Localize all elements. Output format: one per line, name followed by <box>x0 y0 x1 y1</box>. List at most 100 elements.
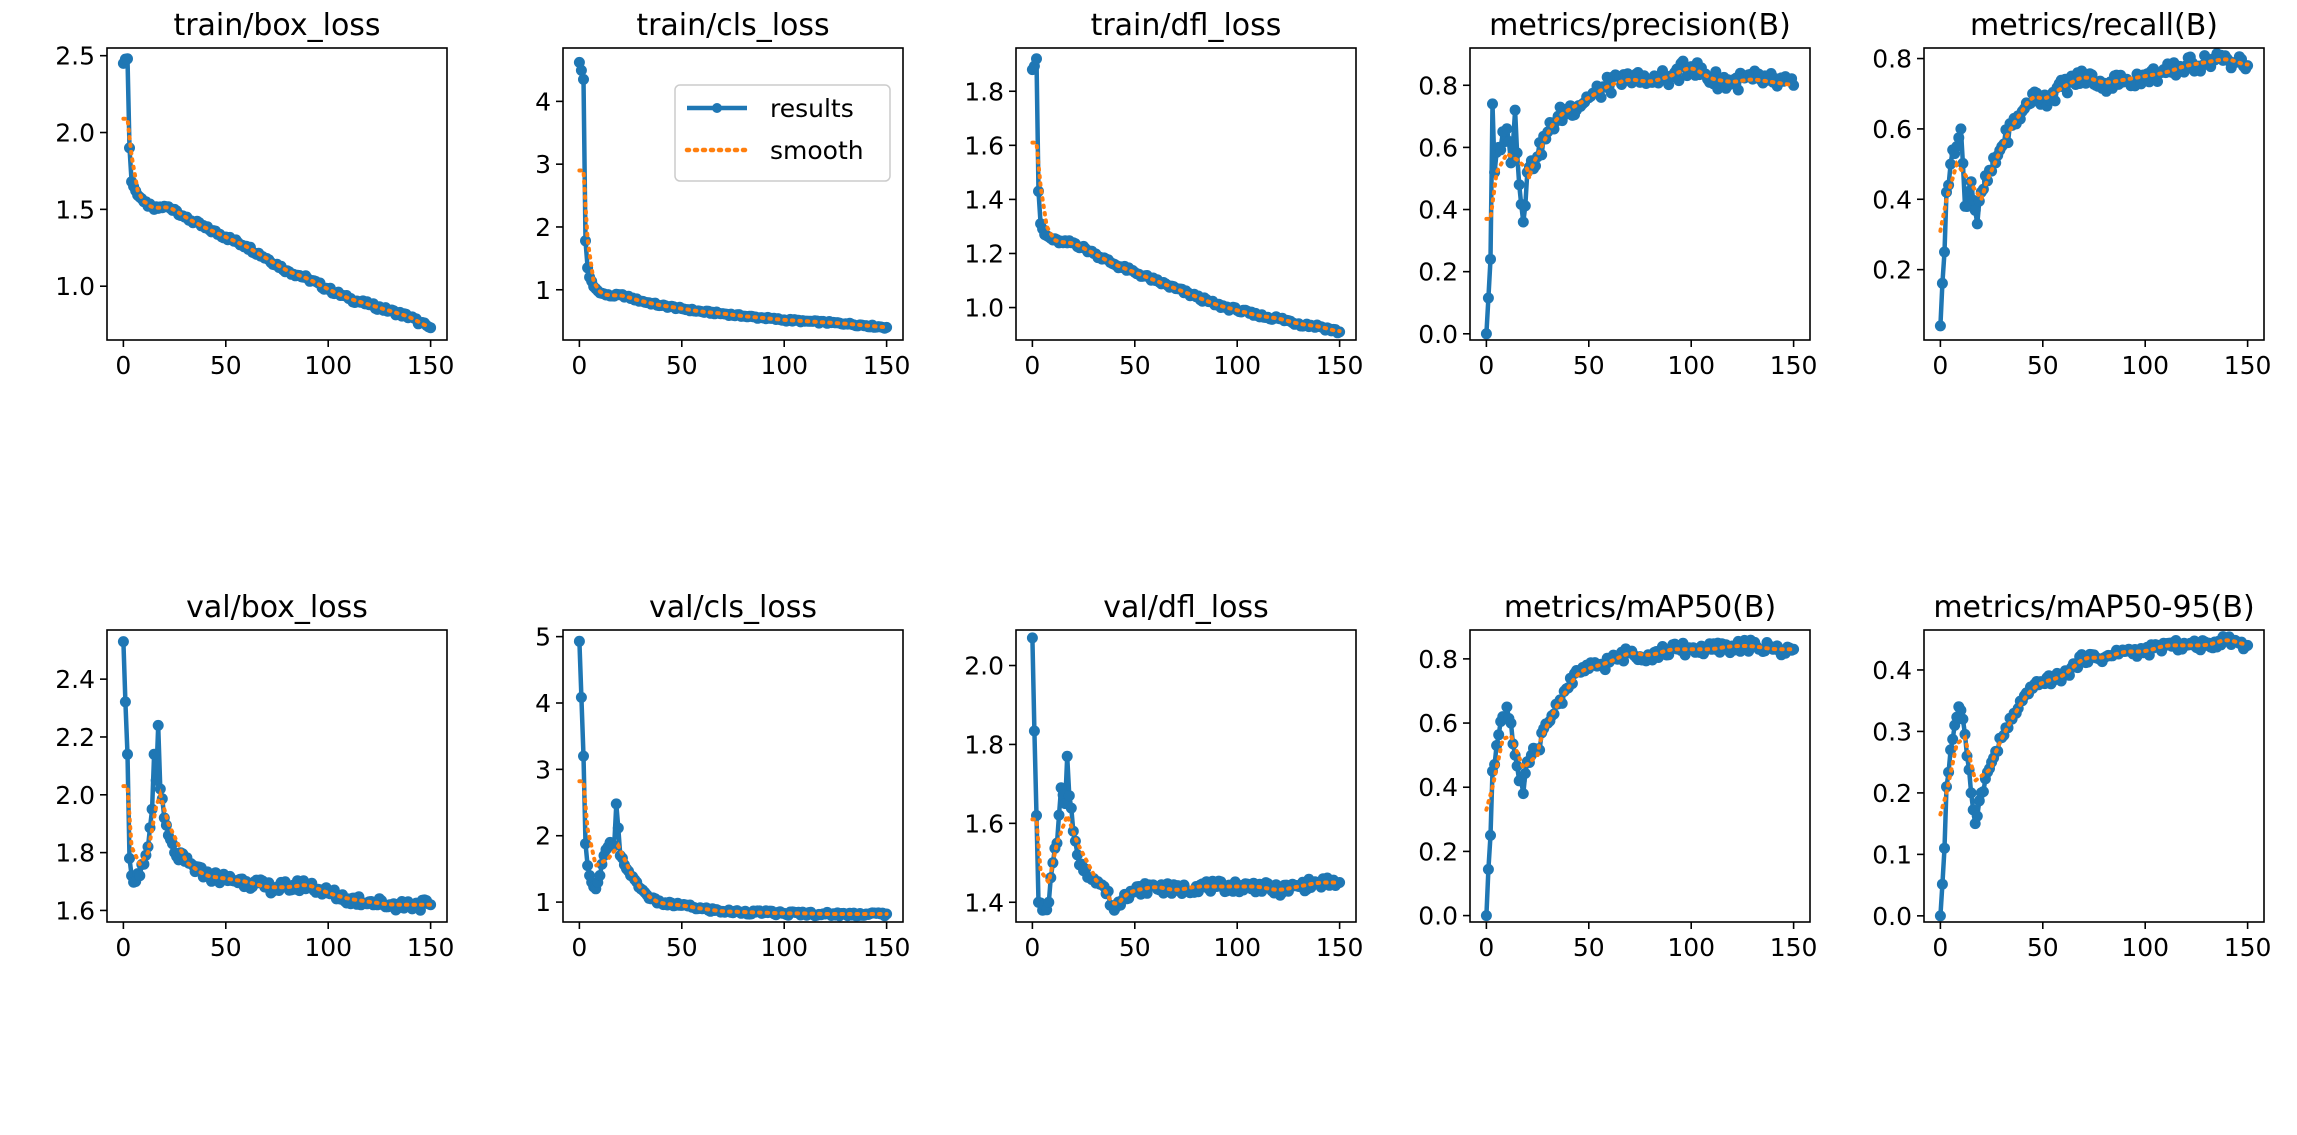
train-box-loss-title: train/box_loss <box>173 8 380 43</box>
metrics-recall-b-results-point-44 <box>2025 97 2036 109</box>
metrics-recall-b-results-point-8 <box>1951 141 1963 152</box>
val-cls-loss-axes-frame <box>562 629 904 923</box>
val-cls-loss-title: val/cls_loss <box>649 590 817 625</box>
val-cls-loss-plot-area <box>573 635 893 922</box>
metrics-precision-b-results-point-3 <box>1487 98 1498 110</box>
val-cls-loss-xtick-label-1: 50 <box>666 933 698 962</box>
metrics-map50-b-results-point-18 <box>1517 788 1529 800</box>
train-box-loss-ytick-label-0: 1.0 <box>55 272 95 301</box>
metrics-precision-b-results-point-18 <box>1517 216 1529 228</box>
train-cls-loss-ytick-label-0: 1 <box>535 276 551 305</box>
metrics-precision-b-xtick-label-2: 100 <box>1667 351 1715 380</box>
metrics-map50-95-b-results-point-150 <box>2242 639 2254 651</box>
val-cls-loss-ytick-label-1: 2 <box>535 822 551 851</box>
legend-results-label: results <box>770 94 854 123</box>
metrics-map50-b-ytick-label-1: 0.2 <box>1418 837 1458 866</box>
val-dfl-loss-xtick-label-1: 50 <box>1119 933 1151 962</box>
metrics-recall-b-plot-area <box>1934 48 2254 332</box>
metrics-map50-95-b-plot-area <box>1934 631 2254 922</box>
val-dfl-loss-results-point-0 <box>1026 632 1038 644</box>
metrics-recall-b-title: metrics/recall(B) <box>1970 8 2218 43</box>
metrics-recall-b-axes-frame <box>1923 47 2265 341</box>
metrics-recall-b-results-point-62 <box>2061 87 2073 99</box>
train-dfl-loss-ytick-label-4: 1.8 <box>964 77 1004 106</box>
train-box-loss-results-point-150 <box>425 322 437 334</box>
metrics-recall-b-results-point-106 <box>2152 76 2163 87</box>
metrics-precision-b-results-point-10 <box>1501 123 1513 135</box>
val-cls-loss-ytick-label-2: 3 <box>535 755 551 784</box>
chart-metrics-map50-b: metrics/mAP50(B) 0 50 100 150 0.0 0.2 0.4 0.6 0.8 <box>1418 590 1817 962</box>
val-box-loss-results-point-2 <box>122 748 133 760</box>
metrics-precision-b-xtick-label-0: 0 <box>1478 351 1494 380</box>
val-dfl-loss-results-point-8 <box>1043 896 1055 908</box>
metrics-precision-b-results-point-15 <box>1511 147 1523 159</box>
metrics-precision-b-results-point-94 <box>1673 75 1685 87</box>
train-dfl-loss-title: train/dfl_loss <box>1091 8 1282 43</box>
metrics-recall-b-xtick-label-2: 100 <box>2121 351 2169 380</box>
metrics-map50-95-b-results-point-21 <box>1977 786 1989 798</box>
val-box-loss-results-point-0 <box>117 636 129 648</box>
val-dfl-loss-plot-area <box>1026 632 1346 916</box>
metrics-map50-b-results-point-2 <box>1485 829 1496 841</box>
train-dfl-loss-smooth-line <box>1030 140 1342 334</box>
metrics-map50-95-b-ytick-label-4: 0.4 <box>1872 656 1912 685</box>
metrics-map50-95-b-results-point-2 <box>1939 842 1950 854</box>
metrics-map50-b-xtick-label-0: 0 <box>1478 933 1494 962</box>
val-box-loss-axes-frame <box>106 629 448 923</box>
train-box-loss-smooth-line <box>121 116 433 329</box>
train-dfl-loss-xtick-label-0: 0 <box>1024 351 1040 380</box>
val-box-loss-xtick-label-1: 50 <box>210 933 242 962</box>
val-box-loss-xtick-label-0: 0 <box>115 933 131 962</box>
train-cls-loss-ytick-label-2: 3 <box>535 150 551 179</box>
val-dfl-loss-ytick-label-3: 2.0 <box>964 652 1004 681</box>
val-box-loss-ytick-label-0: 1.6 <box>55 896 95 925</box>
val-box-loss-ytick-label-2: 2.0 <box>55 781 95 810</box>
metrics-map50-95-b-xtick-label-0: 0 <box>1932 933 1948 962</box>
val-box-loss-results-point-3 <box>124 852 135 864</box>
val-dfl-loss-results-point-22 <box>1071 849 1083 861</box>
metrics-map50-b-xtick-label-2: 100 <box>1667 933 1715 962</box>
train-box-loss-xtick-label-2: 100 <box>304 351 352 380</box>
metrics-precision-b-results-point-112 <box>1710 66 1722 78</box>
val-box-loss-results-point-145 <box>414 904 426 916</box>
metrics-map50-b-results-point-19 <box>1519 767 1531 779</box>
metrics-map50-95-b-results-point-1 <box>1936 878 1948 890</box>
val-cls-loss-results-point-3 <box>580 838 591 850</box>
val-box-loss-ytick-label-3: 2.2 <box>55 723 95 752</box>
val-cls-loss-results-point-17 <box>608 840 620 852</box>
train-cls-loss-smooth-line <box>577 168 889 330</box>
metrics-recall-b-ytick-label-0: 0.2 <box>1872 256 1912 285</box>
metrics-map50-95-b-xtick-label-2: 100 <box>2121 933 2169 962</box>
chart-train-box-loss: train/box_loss 0 50 100 150 1.0 1.5 2.0 2.5 <box>55 8 454 380</box>
train-cls-loss-axes-frame <box>562 47 904 341</box>
metrics-map50-b-results-point-12 <box>1505 717 1517 729</box>
val-dfl-loss-xtick-label-3: 150 <box>1316 933 1364 962</box>
train-box-loss-xtick-label-0: 0 <box>115 351 131 380</box>
val-box-loss-results-point-16 <box>150 774 162 786</box>
metrics-map50-95-b-smooth-line <box>1938 638 2250 817</box>
metrics-map50-95-b-title: metrics/mAP50-95(B) <box>1933 590 2254 625</box>
train-cls-loss-results-point-150 <box>881 321 893 333</box>
val-cls-loss-results-point-0 <box>573 635 585 647</box>
val-dfl-loss-ytick-label-0: 1.4 <box>964 888 1004 917</box>
metrics-precision-b-results-point-7 <box>1495 144 1507 156</box>
metrics-precision-b-ytick-label-2: 0.4 <box>1418 196 1458 225</box>
metrics-map50-b-results-point-0 <box>1480 910 1492 922</box>
train-cls-loss-xtick-label-1: 50 <box>666 351 698 380</box>
metrics-map50-b-results-point-15 <box>1511 760 1523 772</box>
metrics-recall-b-xtick-label-0: 0 <box>1932 351 1948 380</box>
val-cls-loss-results-point-10 <box>594 870 606 881</box>
val-box-loss-ytick-label-1: 1.8 <box>55 839 95 868</box>
metrics-precision-b-results-point-0 <box>1480 328 1492 340</box>
val-cls-loss-results-point-2 <box>578 750 589 762</box>
metrics-map50-95-b-results-point-5 <box>1945 744 1957 756</box>
metrics-precision-b-title: metrics/precision(B) <box>1489 8 1791 43</box>
metrics-map50-b-ytick-label-0: 0.0 <box>1418 902 1458 931</box>
metrics-map50-95-b-results-point-18 <box>1971 810 1983 822</box>
metrics-precision-b-results-point-13 <box>1507 137 1519 149</box>
chart-val-box-loss: val/box_loss 0 50 100 150 1.6 1.8 2.0 2.2 2.4 <box>55 590 454 962</box>
metrics-map50-b-title: metrics/mAP50(B) <box>1504 590 1776 625</box>
metrics-precision-b-ytick-label-1: 0.2 <box>1418 258 1458 287</box>
metrics-map50-95-b-results-point-10 <box>1955 704 1967 716</box>
